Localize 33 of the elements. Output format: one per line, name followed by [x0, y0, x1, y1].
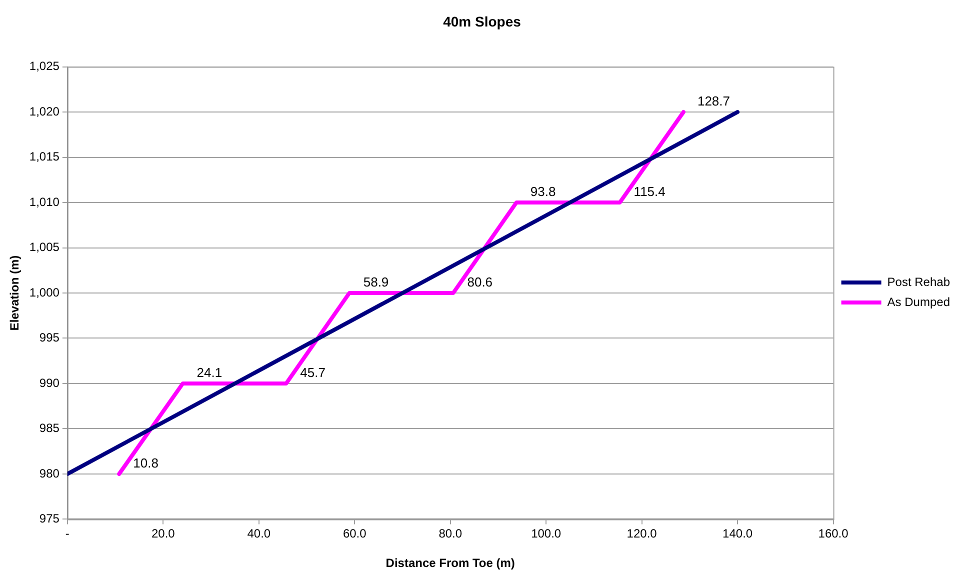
y-axis-title: Elevation (m)	[8, 255, 22, 331]
y-tick-label: 1,020	[29, 104, 60, 118]
x-tick-label: -	[65, 526, 70, 541]
legend-label: As Dumped	[887, 294, 950, 309]
annotation: 58.9	[363, 274, 389, 290]
x-tick-label: 140.0	[722, 526, 753, 541]
y-tick-label: 1,010	[29, 194, 60, 209]
y-tick-label: 1,025	[29, 59, 60, 74]
y-tick-label: 985	[39, 421, 60, 436]
annotation: 24.1	[196, 365, 222, 380]
annotation: 10.8	[133, 456, 158, 471]
x-tick-label: 120.0	[626, 526, 658, 541]
x-tick-label: 40.0	[247, 526, 271, 541]
y-tick-label: 995	[39, 330, 60, 345]
y-tick-label: 1,005	[29, 240, 60, 254]
y-tick-label: 975	[39, 512, 60, 526]
y-tick-label: 1,015	[29, 150, 60, 164]
chart-title: 40m Slopes	[443, 13, 522, 30]
x-tick-label: 80.0	[438, 526, 462, 541]
x-tick-label: 160.0	[818, 526, 849, 541]
annotation: 115.4	[634, 184, 666, 200]
x-axis-title: Distance From Toe (m)	[386, 556, 515, 570]
y-tick-label: 990	[39, 376, 60, 390]
annotation: 45.7	[300, 365, 326, 380]
y-tick-label: 980	[39, 466, 60, 480]
annotation: 93.8	[530, 184, 556, 200]
y-tick-label: 1,000	[29, 285, 60, 300]
x-tick-label: 20.0	[151, 526, 176, 541]
annotation: 128.7	[697, 94, 730, 109]
x-tick-label: 100.0	[531, 526, 562, 541]
legend-label: Post Rehab	[887, 274, 950, 289]
annotation: 80.6	[467, 274, 493, 290]
x-tick-label: 60.0	[342, 526, 367, 541]
